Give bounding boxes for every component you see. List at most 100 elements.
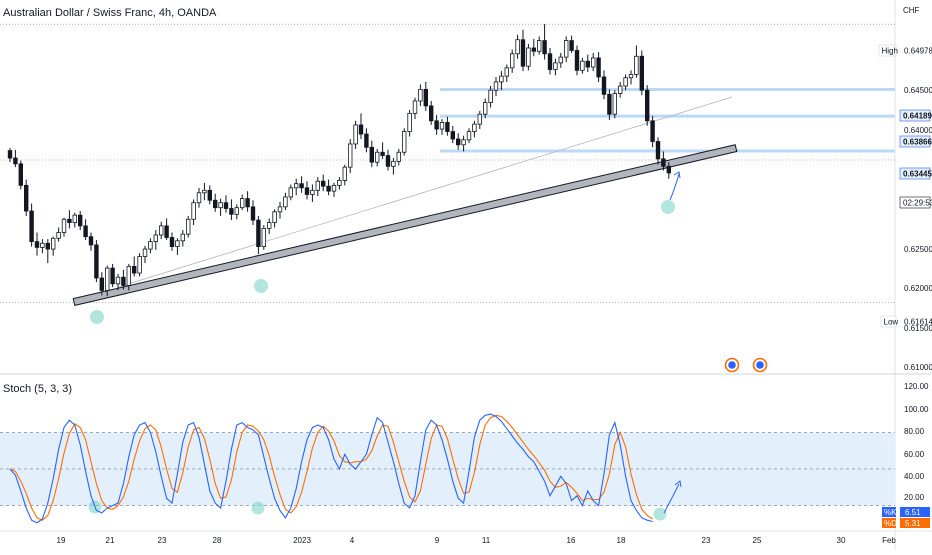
candle-body[interactable] xyxy=(407,112,412,132)
candle-body[interactable] xyxy=(191,202,196,220)
candle-body[interactable] xyxy=(650,120,655,142)
candle-body[interactable] xyxy=(558,56,563,64)
candle-body[interactable] xyxy=(185,218,191,235)
candle-body[interactable] xyxy=(655,141,661,160)
candle-body[interactable] xyxy=(223,202,229,209)
candle-body[interactable] xyxy=(142,248,148,257)
candle-body[interactable] xyxy=(51,237,56,250)
candle-body[interactable] xyxy=(131,266,137,274)
candle-body[interactable] xyxy=(245,198,250,208)
candle-body[interactable] xyxy=(67,218,72,223)
candle-body[interactable] xyxy=(423,88,428,107)
candle-body[interactable] xyxy=(148,241,153,250)
candle-body[interactable] xyxy=(520,39,526,67)
candle-body[interactable] xyxy=(472,123,477,132)
candle-body[interactable] xyxy=(509,53,515,69)
stoch-d-line[interactable] xyxy=(9,414,653,521)
candle-body[interactable] xyxy=(531,47,536,52)
candle-body[interactable] xyxy=(158,225,164,236)
candle-body[interactable] xyxy=(601,76,607,95)
candle-body[interactable] xyxy=(666,165,671,174)
candle-body[interactable] xyxy=(196,192,202,204)
stoch-title[interactable]: Stoch (5, 3, 3) xyxy=(3,383,72,395)
trendline-channel[interactable] xyxy=(72,144,738,307)
candle-body[interactable] xyxy=(326,185,331,192)
candle-body[interactable] xyxy=(547,53,553,70)
candle-body[interactable] xyxy=(585,60,590,68)
candle-body[interactable] xyxy=(34,241,40,248)
candle-body[interactable] xyxy=(207,189,212,201)
time-axis[interactable]: 19 21 23 28 2023 4 9 11 16 18 23 25 30 F… xyxy=(57,536,897,545)
candle-body[interactable] xyxy=(369,146,374,163)
candle-body[interactable] xyxy=(299,183,304,189)
candle-body[interactable] xyxy=(396,151,401,162)
candle-body[interactable] xyxy=(353,124,358,145)
candle-body[interactable] xyxy=(553,62,558,70)
candle-body[interactable] xyxy=(23,184,29,212)
candle-body[interactable] xyxy=(569,40,574,51)
candle-body[interactable] xyxy=(374,151,380,163)
candle-body[interactable] xyxy=(634,55,639,75)
candle-body[interactable] xyxy=(277,206,283,213)
trendline-layer[interactable] xyxy=(72,96,738,307)
candle-body[interactable] xyxy=(320,180,326,187)
candle-body[interactable] xyxy=(99,277,104,291)
candle-body[interactable] xyxy=(461,139,466,146)
candle-body[interactable] xyxy=(607,93,612,115)
candle-body[interactable] xyxy=(288,187,293,198)
candle-body[interactable] xyxy=(293,183,299,189)
candle-body[interactable] xyxy=(88,236,94,246)
candle-body[interactable] xyxy=(542,40,547,55)
candle-body[interactable] xyxy=(212,199,218,209)
candle-body[interactable] xyxy=(445,122,450,132)
candle-series[interactable] xyxy=(7,23,671,297)
candle-body[interactable] xyxy=(218,202,223,209)
candle-body[interactable] xyxy=(504,67,509,77)
candle-body[interactable] xyxy=(169,237,175,247)
candle-body[interactable] xyxy=(391,160,396,167)
candle-body[interactable] xyxy=(412,100,418,114)
candle-body[interactable] xyxy=(78,214,83,227)
candle-body[interactable] xyxy=(202,189,207,194)
stoch-k-line[interactable] xyxy=(9,413,653,524)
candle-body[interactable] xyxy=(137,256,142,274)
candle-body[interactable] xyxy=(180,233,185,242)
candle-body[interactable] xyxy=(515,39,520,55)
candle-body[interactable] xyxy=(380,151,385,156)
candle-body[interactable] xyxy=(266,222,272,229)
candle-body[interactable] xyxy=(482,102,488,115)
candle-body[interactable] xyxy=(455,138,461,146)
candle-body[interactable] xyxy=(564,40,569,58)
candle-body[interactable] xyxy=(283,196,288,208)
candle-body[interactable] xyxy=(18,163,23,186)
candle-body[interactable] xyxy=(645,89,650,122)
candle-body[interactable] xyxy=(450,131,455,140)
candle-body[interactable] xyxy=(596,57,601,78)
candle-body[interactable] xyxy=(153,234,158,243)
candle-body[interactable] xyxy=(40,242,45,248)
candle-body[interactable] xyxy=(256,219,261,247)
candle-body[interactable] xyxy=(628,74,634,79)
candle-body[interactable] xyxy=(234,207,239,215)
trendline-thin[interactable] xyxy=(117,96,733,288)
news-flag-icon[interactable] xyxy=(724,357,740,373)
candle-body[interactable] xyxy=(105,267,110,291)
candle-body[interactable] xyxy=(347,143,353,168)
candle-body[interactable] xyxy=(250,206,256,221)
candle-body[interactable] xyxy=(29,210,34,243)
candle-body[interactable] xyxy=(304,187,310,195)
candle-body[interactable] xyxy=(591,57,596,68)
candle-body[interactable] xyxy=(401,131,407,153)
candle-body[interactable] xyxy=(56,232,61,239)
candle-body[interactable] xyxy=(537,40,542,52)
candle-body[interactable] xyxy=(499,75,504,83)
candle-body[interactable] xyxy=(121,276,126,286)
candle-body[interactable] xyxy=(477,113,482,125)
candle-body[interactable] xyxy=(126,266,131,286)
candle-body[interactable] xyxy=(639,55,644,91)
candle-body[interactable] xyxy=(61,218,67,233)
candle-body[interactable] xyxy=(239,198,245,209)
candle-body[interactable] xyxy=(428,105,434,122)
candle-body[interactable] xyxy=(418,88,423,102)
